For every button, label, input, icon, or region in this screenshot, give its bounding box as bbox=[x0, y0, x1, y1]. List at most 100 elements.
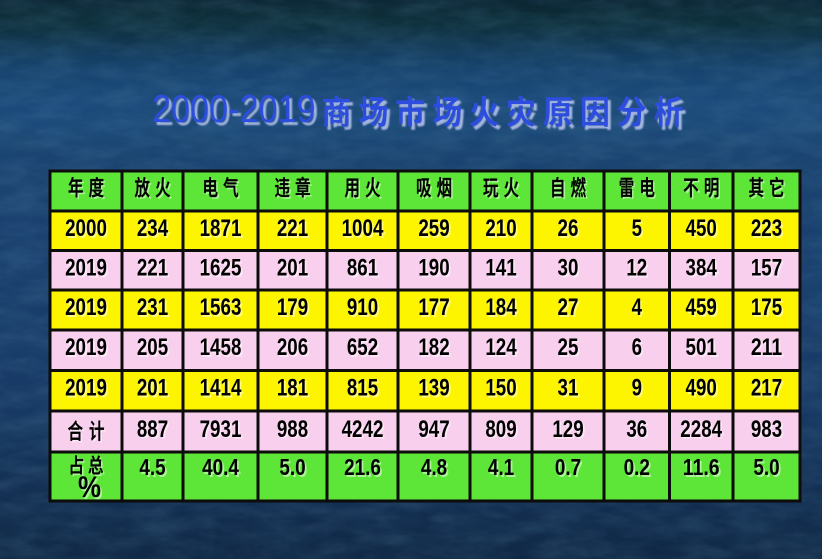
svg-text:1414: 1414 bbox=[200, 375, 242, 402]
svg-text:861: 861 bbox=[347, 255, 378, 282]
svg-text:221: 221 bbox=[137, 255, 168, 282]
svg-text:%: % bbox=[78, 471, 101, 504]
svg-text:210: 210 bbox=[485, 215, 516, 242]
svg-text:861: 861 bbox=[349, 257, 380, 284]
svg-text:887: 887 bbox=[137, 416, 168, 443]
svg-text:450: 450 bbox=[686, 215, 717, 242]
svg-text:1871: 1871 bbox=[201, 217, 243, 244]
svg-text:139: 139 bbox=[420, 377, 451, 404]
svg-text:221: 221 bbox=[279, 217, 310, 244]
svg-text:652: 652 bbox=[347, 334, 378, 361]
svg-text:2000: 2000 bbox=[67, 217, 109, 244]
svg-text:1625: 1625 bbox=[201, 257, 243, 284]
svg-text:1004: 1004 bbox=[343, 217, 385, 244]
svg-text:234: 234 bbox=[137, 215, 169, 242]
svg-text:231: 231 bbox=[139, 296, 170, 323]
svg-text:4.8: 4.8 bbox=[423, 456, 449, 482]
svg-text:11.6: 11.6 bbox=[683, 454, 720, 480]
svg-text:2019: 2019 bbox=[67, 336, 109, 363]
svg-text:181: 181 bbox=[277, 375, 308, 402]
svg-text:2019: 2019 bbox=[65, 375, 107, 402]
svg-text:201: 201 bbox=[137, 375, 168, 402]
svg-text:4242: 4242 bbox=[342, 416, 384, 443]
svg-text:7931: 7931 bbox=[201, 418, 243, 445]
svg-text:490: 490 bbox=[686, 375, 717, 402]
svg-text:809: 809 bbox=[487, 418, 518, 445]
svg-text:177: 177 bbox=[420, 296, 451, 323]
svg-text:36: 36 bbox=[628, 418, 649, 445]
svg-text:175: 175 bbox=[753, 296, 784, 323]
svg-text:205: 205 bbox=[139, 336, 170, 363]
svg-text:210: 210 bbox=[487, 217, 518, 244]
svg-text:1458: 1458 bbox=[201, 336, 243, 363]
svg-text:26: 26 bbox=[558, 215, 579, 242]
svg-text:1871: 1871 bbox=[200, 215, 242, 242]
svg-text:5: 5 bbox=[633, 217, 643, 244]
svg-text:181: 181 bbox=[279, 377, 310, 404]
svg-text:40.4: 40.4 bbox=[204, 456, 241, 482]
svg-text:124: 124 bbox=[487, 336, 519, 363]
svg-text:4: 4 bbox=[632, 294, 643, 321]
svg-text:21.6: 21.6 bbox=[344, 454, 381, 480]
svg-text:231: 231 bbox=[137, 294, 168, 321]
svg-text:6: 6 bbox=[632, 334, 642, 361]
svg-text:1625: 1625 bbox=[200, 255, 242, 282]
svg-text:157: 157 bbox=[751, 255, 782, 282]
svg-text:652: 652 bbox=[349, 336, 380, 363]
svg-text:157: 157 bbox=[753, 257, 784, 284]
svg-text:4.5: 4.5 bbox=[141, 456, 167, 482]
svg-text:9: 9 bbox=[633, 377, 643, 404]
svg-text:179: 179 bbox=[277, 294, 308, 321]
svg-text:1004: 1004 bbox=[342, 215, 384, 242]
svg-text:1563: 1563 bbox=[201, 296, 243, 323]
svg-text:129: 129 bbox=[554, 418, 585, 445]
svg-text:2284: 2284 bbox=[682, 418, 724, 445]
svg-text:31: 31 bbox=[559, 377, 580, 404]
svg-text:25: 25 bbox=[559, 336, 580, 363]
svg-text:%: % bbox=[80, 473, 103, 506]
svg-text:5.0: 5.0 bbox=[753, 454, 779, 480]
svg-text:175: 175 bbox=[751, 294, 782, 321]
svg-text:4.1: 4.1 bbox=[490, 456, 516, 482]
svg-text:490: 490 bbox=[687, 377, 718, 404]
svg-text:4.1: 4.1 bbox=[488, 454, 514, 480]
svg-text:31: 31 bbox=[558, 375, 579, 402]
svg-text:124: 124 bbox=[485, 334, 517, 361]
svg-text:0.2: 0.2 bbox=[625, 456, 651, 482]
svg-text:217: 217 bbox=[753, 377, 784, 404]
svg-text:4242: 4242 bbox=[343, 418, 385, 445]
svg-text:384: 384 bbox=[686, 255, 718, 282]
svg-text:459: 459 bbox=[686, 294, 717, 321]
svg-text:223: 223 bbox=[751, 215, 782, 242]
svg-text:150: 150 bbox=[487, 377, 518, 404]
svg-text:983: 983 bbox=[753, 418, 784, 445]
svg-text:259: 259 bbox=[418, 215, 449, 242]
svg-text:217: 217 bbox=[751, 375, 782, 402]
svg-text:5: 5 bbox=[632, 215, 642, 242]
svg-text:2000: 2000 bbox=[65, 215, 107, 242]
svg-text:190: 190 bbox=[418, 255, 449, 282]
svg-text:184: 184 bbox=[485, 294, 517, 321]
svg-text:221: 221 bbox=[139, 257, 170, 284]
svg-text:2019: 2019 bbox=[67, 377, 109, 404]
svg-text:11.6: 11.6 bbox=[685, 456, 722, 482]
svg-text:1458: 1458 bbox=[200, 334, 242, 361]
svg-text:1414: 1414 bbox=[201, 377, 243, 404]
svg-text:12: 12 bbox=[628, 257, 649, 284]
svg-text:988: 988 bbox=[277, 416, 308, 443]
svg-text:7931: 7931 bbox=[200, 416, 242, 443]
svg-text:815: 815 bbox=[347, 375, 378, 402]
svg-text:177: 177 bbox=[418, 294, 449, 321]
svg-text:30: 30 bbox=[558, 255, 579, 282]
svg-text:5.0: 5.0 bbox=[755, 456, 781, 482]
svg-text:501: 501 bbox=[687, 336, 718, 363]
svg-text:27: 27 bbox=[559, 296, 580, 323]
svg-text:205: 205 bbox=[137, 334, 168, 361]
svg-text:459: 459 bbox=[687, 296, 718, 323]
svg-text:4.8: 4.8 bbox=[421, 454, 447, 480]
svg-text:2019: 2019 bbox=[65, 334, 107, 361]
svg-text:9: 9 bbox=[632, 375, 642, 402]
svg-text:223: 223 bbox=[753, 217, 784, 244]
svg-text:910: 910 bbox=[349, 296, 380, 323]
svg-text:450: 450 bbox=[687, 217, 718, 244]
